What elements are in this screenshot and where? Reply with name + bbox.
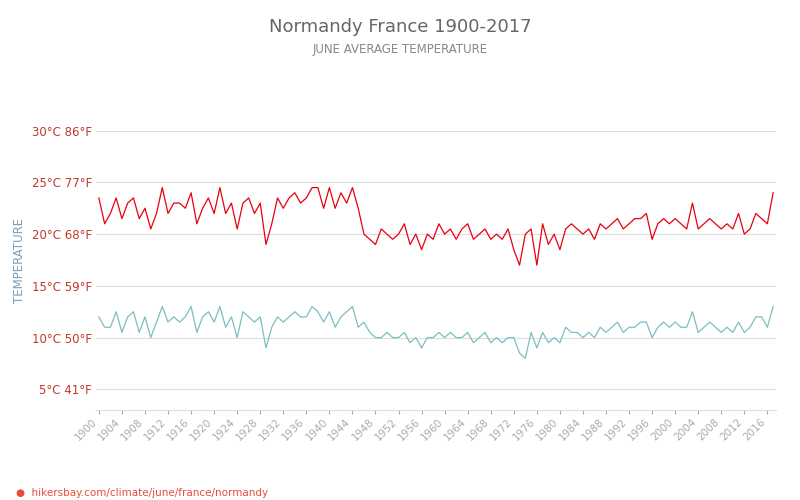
Text: ●  hikersbay.com/climate/june/france/normandy: ● hikersbay.com/climate/june/france/norm… [16,488,268,498]
Y-axis label: TEMPERATURE: TEMPERATURE [13,218,26,302]
Text: Normandy France 1900-2017: Normandy France 1900-2017 [269,18,531,36]
Text: JUNE AVERAGE TEMPERATURE: JUNE AVERAGE TEMPERATURE [313,42,487,56]
